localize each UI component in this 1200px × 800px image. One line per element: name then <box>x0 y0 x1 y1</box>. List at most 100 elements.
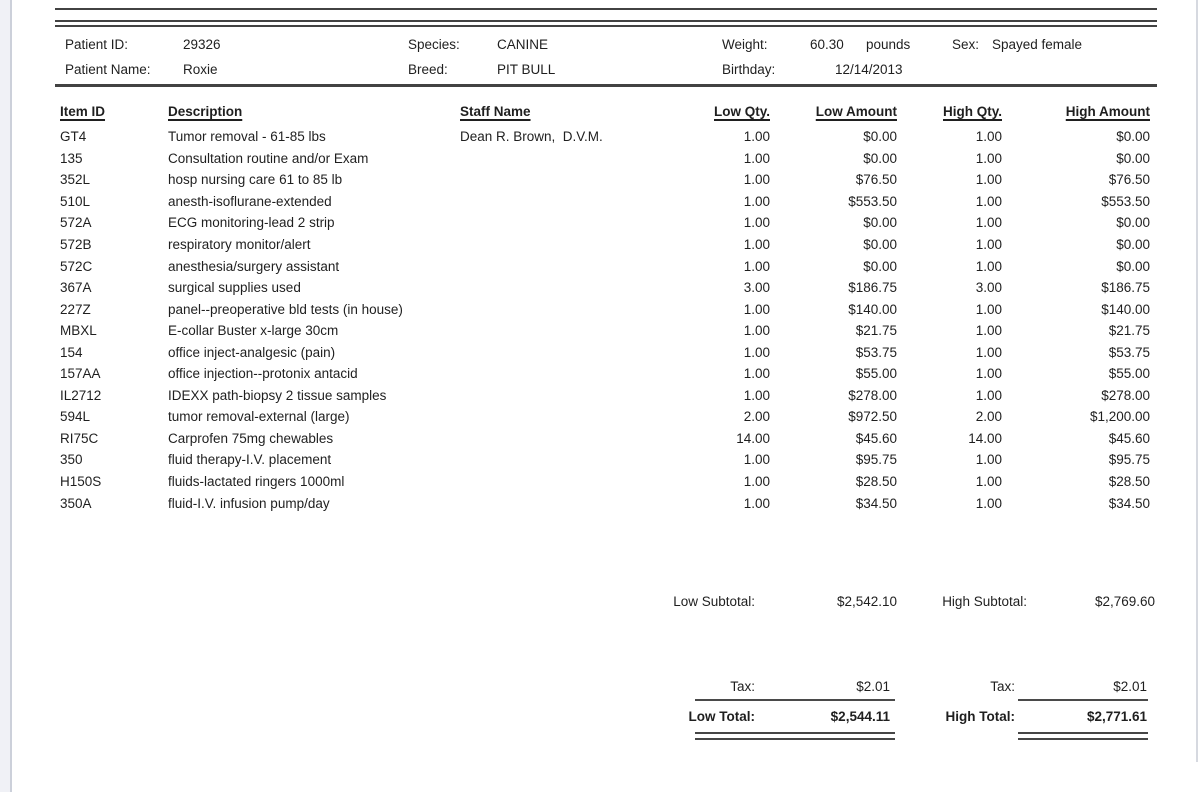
cell-low-amount: $76.50 <box>855 172 897 188</box>
species-value: CANINE <box>497 37 549 52</box>
cell-high-amount: $0.00 <box>1116 215 1150 231</box>
cell-high-qty: 1.00 <box>975 129 1002 145</box>
cell-low-qty: 1.00 <box>743 344 770 360</box>
species-label: Species: <box>408 37 460 52</box>
cell-high-qty: 1.00 <box>975 172 1002 188</box>
low-total-value: $2,544.11 <box>830 709 890 724</box>
cell-high-qty: 3.00 <box>975 280 1002 296</box>
low-total-label: Low Total: <box>688 709 756 724</box>
cell-item-id: 352L <box>60 172 91 188</box>
sex-value: Spayed female <box>992 37 1083 52</box>
cell-description: office inject-analgesic (pain) <box>168 344 336 360</box>
cell-item-id: 227Z <box>60 301 91 317</box>
cell-staff-name: Dean R. Brown, D.V.M. <box>460 129 603 145</box>
cell-low-qty: 1.00 <box>743 172 770 188</box>
cell-low-qty: 1.00 <box>743 495 770 511</box>
cell-low-amount: $972.50 <box>848 409 897 425</box>
cell-low-qty: 1.00 <box>743 150 770 166</box>
page-left-margin <box>0 0 10 792</box>
weight-value: 60.30 <box>810 37 844 52</box>
cell-low-amount: $53.75 <box>855 344 897 360</box>
cell-item-id: 157AA <box>60 366 101 382</box>
cell-description: tumor removal-external (large) <box>168 409 350 425</box>
cell-high-amount: $0.00 <box>1116 237 1150 252</box>
cell-item-id: RI75C <box>60 430 99 446</box>
patient-id-label: Patient ID: <box>65 37 129 52</box>
cell-high-qty: 1.00 <box>975 344 1002 360</box>
cell-description: surgical supplies used <box>168 280 301 296</box>
cell-high-qty: 1.00 <box>975 387 1002 403</box>
cell-description: hosp nursing care 61 to 85 lb <box>168 172 343 188</box>
cell-low-qty: 1.00 <box>743 193 770 209</box>
patient-id-value: 29326 <box>183 37 221 52</box>
low-tax-value: $2.01 <box>856 679 890 694</box>
cell-low-amount: $45.60 <box>855 430 897 446</box>
cell-description: anesthesia/surgery assistant <box>168 258 340 274</box>
cell-item-id: 135 <box>60 150 83 166</box>
cell-item-id: IL2712 <box>60 387 102 403</box>
weight-unit: pounds <box>866 37 911 52</box>
cell-high-qty: 1.00 <box>975 495 1002 511</box>
cell-item-id: 572B <box>60 237 92 252</box>
cell-high-qty: 1.00 <box>975 193 1002 209</box>
low-subtotal-value: $2,542.10 <box>836 594 897 609</box>
cell-high-qty: 1.00 <box>975 323 1002 339</box>
cell-low-qty: 1.00 <box>743 387 770 403</box>
cell-low-amount: $0.00 <box>863 215 897 231</box>
col-header-high-amount: High Amount <box>1065 104 1150 119</box>
high-subtotal-value: $2,769.60 <box>1094 594 1155 609</box>
low-tax-label: Tax: <box>730 679 755 694</box>
high-tax-underline <box>1018 699 1148 701</box>
header-bottom-rule <box>55 84 1157 87</box>
cell-high-amount: $21.75 <box>1108 323 1150 339</box>
cell-high-amount: $0.00 <box>1116 258 1150 274</box>
top-hairline-rule <box>55 8 1157 10</box>
cell-description: ECG monitoring-lead 2 strip <box>168 215 335 231</box>
page-left-edge-line <box>10 0 12 792</box>
cell-high-qty: 1.00 <box>975 366 1002 382</box>
cell-high-qty: 1.00 <box>975 452 1002 468</box>
cell-high-amount: $0.00 <box>1116 129 1150 145</box>
cell-description: Tumor removal - 61-85 lbs <box>168 129 326 145</box>
cell-item-id: 594L <box>60 409 91 425</box>
cell-low-qty: 1.00 <box>743 301 770 317</box>
cell-low-amount: $0.00 <box>863 150 897 166</box>
cell-item-id: 350 <box>60 452 83 468</box>
cell-low-qty: 1.00 <box>743 323 770 339</box>
cell-item-id: 367A <box>60 280 92 296</box>
sex-label: Sex: <box>952 37 980 52</box>
cell-low-amount: $55.00 <box>855 366 897 382</box>
cell-high-qty: 14.00 <box>968 430 1002 446</box>
cell-low-qty: 1.00 <box>743 366 770 382</box>
low-tax-underline <box>695 699 895 701</box>
high-subtotal-label: High Subtotal: <box>942 594 1027 609</box>
cell-high-qty: 1.00 <box>975 237 1002 252</box>
cell-high-amount: $28.50 <box>1108 474 1150 490</box>
cell-description: E-collar Buster x-large 30cm <box>168 323 339 339</box>
cell-description: anesth-isoflurane-extended <box>168 193 332 209</box>
cell-low-amount: $278.00 <box>848 387 897 403</box>
cell-item-id: 154 <box>60 344 83 360</box>
cell-description: respiratory monitor/alert <box>168 237 311 252</box>
cell-description: panel--preoperative bld tests (in house) <box>168 301 403 317</box>
cell-description: fluid therapy-I.V. placement <box>168 452 332 468</box>
cell-low-qty: 14.00 <box>736 430 770 446</box>
cell-high-amount: $1,200.00 <box>1089 409 1150 425</box>
col-header-high-qty: High Qty. <box>943 104 1002 119</box>
cell-high-amount: $53.75 <box>1108 344 1150 360</box>
table-header-row: Item ID Description Staff Name Low Qty. … <box>60 104 1150 119</box>
cell-low-amount: $0.00 <box>863 237 897 252</box>
cell-item-id: MBXL <box>60 323 97 339</box>
cell-low-qty: 1.00 <box>743 258 770 274</box>
cell-high-amount: $0.00 <box>1116 150 1150 166</box>
cell-item-id: 572A <box>60 215 92 231</box>
cell-low-qty: 2.00 <box>743 409 770 425</box>
cell-high-amount: $553.50 <box>1101 193 1150 209</box>
cell-low-amount: $553.50 <box>848 193 897 209</box>
line-items-table: GT4 Tumor removal - 61-85 lbs Dean R. Br… <box>60 126 1150 514</box>
cell-low-qty: 1.00 <box>743 452 770 468</box>
patient-name-label: Patient Name: <box>65 62 151 77</box>
cell-low-qty: 1.00 <box>743 129 770 145</box>
cell-item-id: GT4 <box>60 129 87 145</box>
